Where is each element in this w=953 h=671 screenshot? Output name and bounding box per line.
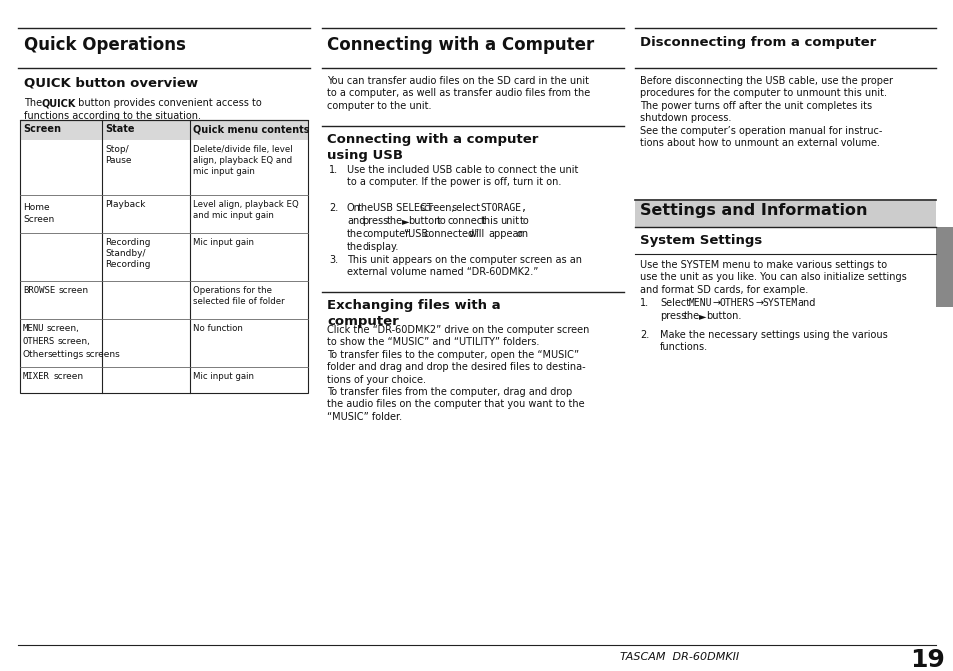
Text: connect: connect [448, 216, 486, 226]
Text: the: the [683, 311, 700, 321]
Text: Use the included USB cable to connect the unit
to a computer. If the power is of: Use the included USB cable to connect th… [347, 165, 578, 187]
Text: 1.: 1. [329, 165, 337, 175]
Text: Use the SYSTEM menu to make various settings to
use the unit as you like. You ca: Use the SYSTEM menu to make various sett… [639, 260, 905, 295]
Text: →: → [712, 298, 720, 308]
Text: MIXER: MIXER [23, 372, 50, 381]
Text: the: the [386, 216, 402, 226]
Text: screen,: screen, [58, 337, 91, 346]
Text: unit: unit [499, 216, 518, 226]
Text: ►: ► [401, 216, 409, 226]
Bar [20, 120, 308, 393]
Text: and: and [797, 298, 815, 308]
Text: Exchanging files with a
computer: Exchanging files with a computer [327, 299, 500, 328]
Text: On: On [347, 203, 360, 213]
Bar [635, 201, 935, 227]
Text: No function: No function [193, 324, 243, 333]
Text: ►: ► [699, 311, 706, 321]
Text: 2.: 2. [639, 330, 649, 340]
Text: “USB: “USB [403, 229, 428, 239]
Text: →: → [755, 298, 762, 308]
Text: Screen: Screen [23, 124, 61, 134]
Text: screen,: screen, [47, 324, 80, 333]
Text: Quick menu contents: Quick menu contents [193, 124, 309, 134]
Text: the: the [347, 242, 363, 252]
Text: Before disconnecting the USB cable, use the proper
procedures for the computer t: Before disconnecting the USB cable, use … [639, 76, 892, 148]
Text: Stop/
Pause: Stop/ Pause [105, 145, 132, 165]
Text: screen: screen [53, 372, 84, 381]
Text: The: The [24, 98, 45, 108]
Text: to: to [519, 216, 529, 226]
Text: MENU: MENU [687, 298, 711, 308]
Text: 1.: 1. [639, 298, 648, 308]
Text: 3.: 3. [329, 255, 337, 265]
Text: button provides convenient access to: button provides convenient access to [75, 98, 261, 108]
Text: Playback: Playback [105, 200, 145, 209]
Text: Quick Operations: Quick Operations [24, 36, 186, 54]
Text: Other: Other [23, 350, 49, 359]
Text: press: press [659, 311, 685, 321]
Text: MENU: MENU [23, 324, 45, 333]
Text: button: button [408, 216, 440, 226]
Bar [935, 227, 953, 307]
Text: STORAGE,: STORAGE, [479, 203, 526, 213]
Text: This unit appears on the computer screen as an
external volume named “DR-60DMK2.: This unit appears on the computer screen… [347, 255, 581, 277]
Text: display.: display. [362, 242, 398, 252]
Text: appear: appear [488, 229, 522, 239]
Text: screens: screens [86, 350, 120, 359]
Text: Home
Screen: Home Screen [23, 203, 54, 223]
Text: You can transfer audio files on the SD card in the unit
to a computer, as well a: You can transfer audio files on the SD c… [327, 76, 590, 111]
Text: SYSTEM: SYSTEM [761, 298, 797, 308]
Text: USB SELECT: USB SELECT [374, 203, 433, 213]
Text: this: this [480, 216, 498, 226]
Text: Settings and Information: Settings and Information [639, 203, 866, 218]
Text: on: on [517, 229, 528, 239]
Text: Mic input gain: Mic input gain [193, 372, 253, 381]
Text: Disconnecting from a computer: Disconnecting from a computer [639, 36, 876, 49]
Text: Delete/divide file, level
align, playback EQ and
mic input gain: Delete/divide file, level align, playbac… [193, 145, 293, 176]
Text: OTHERS: OTHERS [719, 298, 754, 308]
Text: Level align, playback EQ
and mic input gain: Level align, playback EQ and mic input g… [193, 200, 298, 220]
Text: TASCAM  DR-60DMKII: TASCAM DR-60DMKII [619, 652, 739, 662]
Text: screen: screen [59, 286, 89, 295]
Text: 2.: 2. [329, 203, 338, 213]
Text: Make the necessary settings using the various
functions.: Make the necessary settings using the va… [659, 330, 887, 352]
Text: computer.: computer. [362, 229, 411, 239]
Text: to: to [436, 216, 446, 226]
Text: screen,: screen, [418, 203, 455, 213]
Text: press: press [362, 216, 388, 226]
Text: OTHERS: OTHERS [23, 337, 55, 346]
Text: QUICK button overview: QUICK button overview [24, 76, 198, 89]
Text: Recording
Standby/
Recording: Recording Standby/ Recording [105, 238, 151, 269]
Text: Click the “DR-60DMK2” drive on the computer screen
to show the “MUSIC” and “UTIL: Click the “DR-60DMK2” drive on the compu… [327, 325, 589, 422]
Text: System Settings: System Settings [639, 234, 761, 247]
Text: Connecting with a Computer: Connecting with a Computer [327, 36, 594, 54]
Text: button.: button. [705, 311, 740, 321]
Text: will: will [468, 229, 484, 239]
Text: select: select [451, 203, 480, 213]
Text: functions according to the situation.: functions according to the situation. [24, 111, 201, 121]
Text: BROWSE: BROWSE [23, 286, 55, 295]
Text: settings: settings [48, 350, 84, 359]
Text: and: and [347, 216, 365, 226]
Text: the: the [347, 229, 363, 239]
Bar [20, 120, 308, 140]
Text: Select: Select [659, 298, 689, 308]
Text: State: State [105, 124, 134, 134]
Text: 19: 19 [909, 648, 943, 671]
Text: Operations for the
selected file of folder: Operations for the selected file of fold… [193, 286, 284, 306]
Text: Connecting with a computer
using USB: Connecting with a computer using USB [327, 133, 537, 162]
Text: Mic input gain: Mic input gain [193, 238, 253, 247]
Text: the: the [357, 203, 374, 213]
Text: QUICK: QUICK [42, 98, 76, 108]
Text: connected”: connected” [423, 229, 479, 239]
